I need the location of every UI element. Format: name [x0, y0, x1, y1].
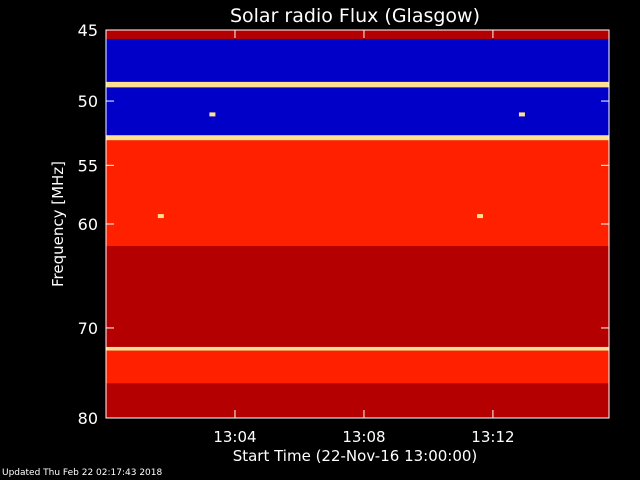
- y-tick-label: 70: [78, 319, 98, 338]
- band-mid: [106, 246, 609, 347]
- band-high: [106, 350, 609, 384]
- chart-title: Solar radio Flux (Glasgow): [230, 5, 480, 27]
- y-tick-label: 50: [78, 92, 98, 111]
- band-mid: [106, 383, 609, 418]
- band-low: [106, 87, 609, 136]
- x-tick-label: 13:08: [342, 428, 385, 446]
- updated-timestamp: Updated Thu Feb 22 02:17:43 2018: [2, 468, 163, 478]
- x-tick-label: 13:12: [471, 428, 514, 446]
- band-low: [106, 38, 609, 82]
- burst-marker: [518, 112, 525, 117]
- band-peak: [106, 81, 609, 88]
- x-axis-ticks: 13:04 13:08 13:12: [213, 30, 515, 446]
- band-peak: [106, 346, 609, 351]
- y-axis-ticks: 45 50 55 60 70 80: [78, 21, 609, 428]
- x-axis-label: Start Time (22-Nov-16 13:00:00): [233, 447, 478, 465]
- burst-marker: [157, 214, 164, 219]
- band-mid: [106, 30, 609, 39]
- y-axis-label: Frequency [MHz]: [49, 161, 67, 287]
- band-high: [106, 140, 609, 247]
- burst-marker: [477, 214, 484, 219]
- band-peak: [106, 135, 609, 141]
- intensity-bands: [106, 30, 609, 418]
- burst-markers: [157, 112, 525, 219]
- y-tick-label: 60: [78, 215, 98, 234]
- x-tick-label: 13:04: [213, 428, 256, 446]
- y-tick-label: 55: [78, 156, 98, 175]
- y-tick-label: 80: [78, 409, 98, 428]
- burst-marker: [209, 112, 216, 117]
- y-tick-label: 45: [78, 21, 98, 40]
